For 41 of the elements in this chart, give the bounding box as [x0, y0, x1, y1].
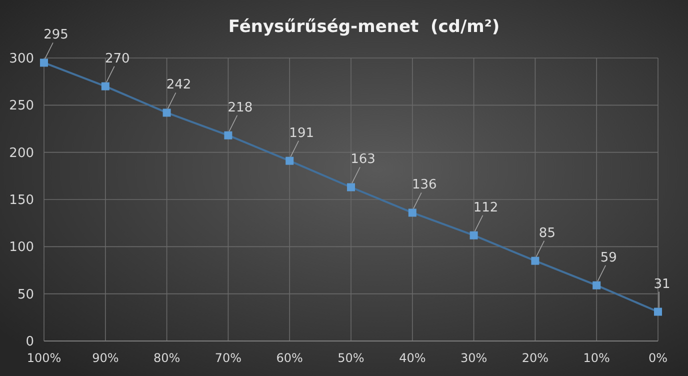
x-tick-label: 10%: [583, 351, 610, 365]
x-tick-label: 100%: [26, 351, 62, 365]
data-label: 85: [538, 226, 556, 241]
data-label: 163: [350, 152, 376, 168]
data-label: 112: [473, 200, 498, 216]
y-tick-label: 200: [9, 146, 34, 161]
y-tick-label: 150: [9, 193, 34, 208]
x-tick-label: 60%: [276, 351, 303, 365]
x-tick-label: 80%: [153, 351, 180, 365]
data-label: 218: [228, 100, 253, 116]
data-label: 59: [600, 250, 617, 266]
point: [592, 281, 601, 290]
point: [101, 82, 110, 90]
x-tick-label: 20%: [522, 351, 549, 365]
y-tick-label: 300: [9, 52, 34, 67]
point: [347, 183, 355, 192]
y-tick-label: 100: [9, 240, 34, 256]
x-tick-label: 70%: [214, 351, 242, 365]
data-label: 191: [289, 126, 314, 141]
x-tick-label: 90%: [92, 351, 119, 365]
x-tick-label: 30%: [460, 351, 488, 365]
y-tick-label: 0: [26, 334, 34, 350]
x-tick-label: 40%: [399, 351, 426, 365]
x-tick-label: 0%: [648, 351, 668, 365]
point: [40, 58, 48, 67]
point: [162, 108, 171, 117]
x-tick-label: 50%: [338, 351, 364, 365]
data-label: 242: [166, 78, 192, 93]
point: [531, 256, 540, 265]
point: [224, 131, 232, 140]
point: [408, 208, 416, 217]
data-label: 136: [412, 178, 437, 193]
data-label: 295: [44, 28, 68, 43]
point: [470, 231, 478, 240]
y-tick-label: 50: [17, 287, 34, 302]
data-label: 270: [104, 51, 130, 66]
point: [654, 308, 662, 316]
data-label: 31: [654, 276, 670, 292]
point: [286, 156, 294, 165]
y-tick-label: 250: [9, 98, 34, 114]
chart-title: Fénysűrűség-menet (cd/m²): [228, 17, 500, 37]
